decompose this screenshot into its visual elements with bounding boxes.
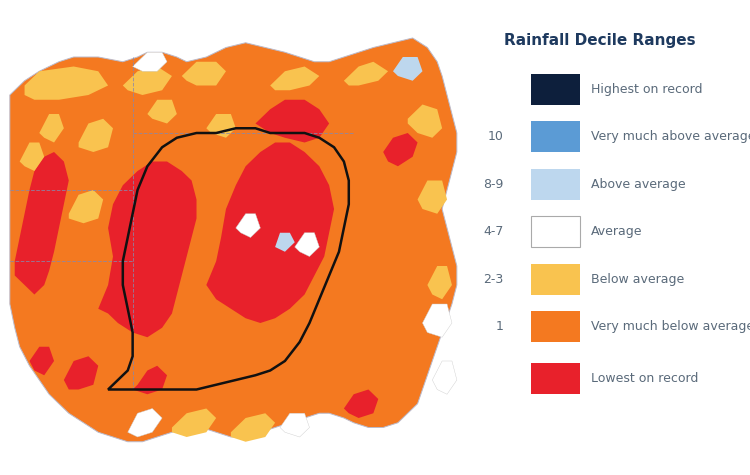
Text: 4-7: 4-7 <box>483 225 504 238</box>
Polygon shape <box>20 142 44 171</box>
Text: 10: 10 <box>488 130 504 143</box>
Polygon shape <box>69 190 104 223</box>
Text: Lowest on record: Lowest on record <box>591 372 698 385</box>
Text: 8-9: 8-9 <box>483 178 504 190</box>
Polygon shape <box>10 38 457 442</box>
Polygon shape <box>148 100 177 124</box>
Text: Rainfall Decile Ranges: Rainfall Decile Ranges <box>504 33 695 48</box>
Polygon shape <box>383 133 418 166</box>
Polygon shape <box>133 366 167 394</box>
Polygon shape <box>275 233 295 252</box>
FancyBboxPatch shape <box>531 264 580 294</box>
Text: Very much above average: Very much above average <box>591 130 750 143</box>
Polygon shape <box>15 152 69 294</box>
Polygon shape <box>128 408 162 437</box>
Polygon shape <box>427 266 452 299</box>
FancyBboxPatch shape <box>531 363 580 394</box>
Polygon shape <box>344 390 378 418</box>
FancyBboxPatch shape <box>531 74 580 104</box>
Polygon shape <box>295 233 320 256</box>
Polygon shape <box>206 142 334 323</box>
FancyBboxPatch shape <box>531 121 580 152</box>
Polygon shape <box>133 52 167 71</box>
Polygon shape <box>98 162 196 337</box>
Polygon shape <box>182 62 226 86</box>
Polygon shape <box>432 361 457 394</box>
Polygon shape <box>231 413 275 442</box>
Polygon shape <box>172 408 216 437</box>
FancyBboxPatch shape <box>531 216 580 247</box>
FancyBboxPatch shape <box>531 311 580 342</box>
FancyBboxPatch shape <box>531 169 580 200</box>
Text: 1: 1 <box>496 320 504 333</box>
Text: Above average: Above average <box>591 178 686 190</box>
Text: Very much below average: Very much below average <box>591 320 750 333</box>
Text: Below average: Below average <box>591 273 685 285</box>
Polygon shape <box>280 413 310 437</box>
Polygon shape <box>418 180 447 214</box>
Text: Highest on record: Highest on record <box>591 83 703 95</box>
Polygon shape <box>25 66 108 100</box>
Polygon shape <box>79 119 113 152</box>
Polygon shape <box>123 66 172 95</box>
Polygon shape <box>39 114 64 142</box>
Polygon shape <box>236 214 260 238</box>
Polygon shape <box>422 304 452 337</box>
Polygon shape <box>256 100 329 142</box>
Polygon shape <box>29 347 54 375</box>
Polygon shape <box>64 356 98 390</box>
Polygon shape <box>270 66 320 90</box>
Text: 2-3: 2-3 <box>483 273 504 285</box>
Text: Average: Average <box>591 225 643 238</box>
Polygon shape <box>206 114 236 138</box>
Polygon shape <box>393 57 422 81</box>
Polygon shape <box>408 104 442 138</box>
Polygon shape <box>344 62 388 86</box>
